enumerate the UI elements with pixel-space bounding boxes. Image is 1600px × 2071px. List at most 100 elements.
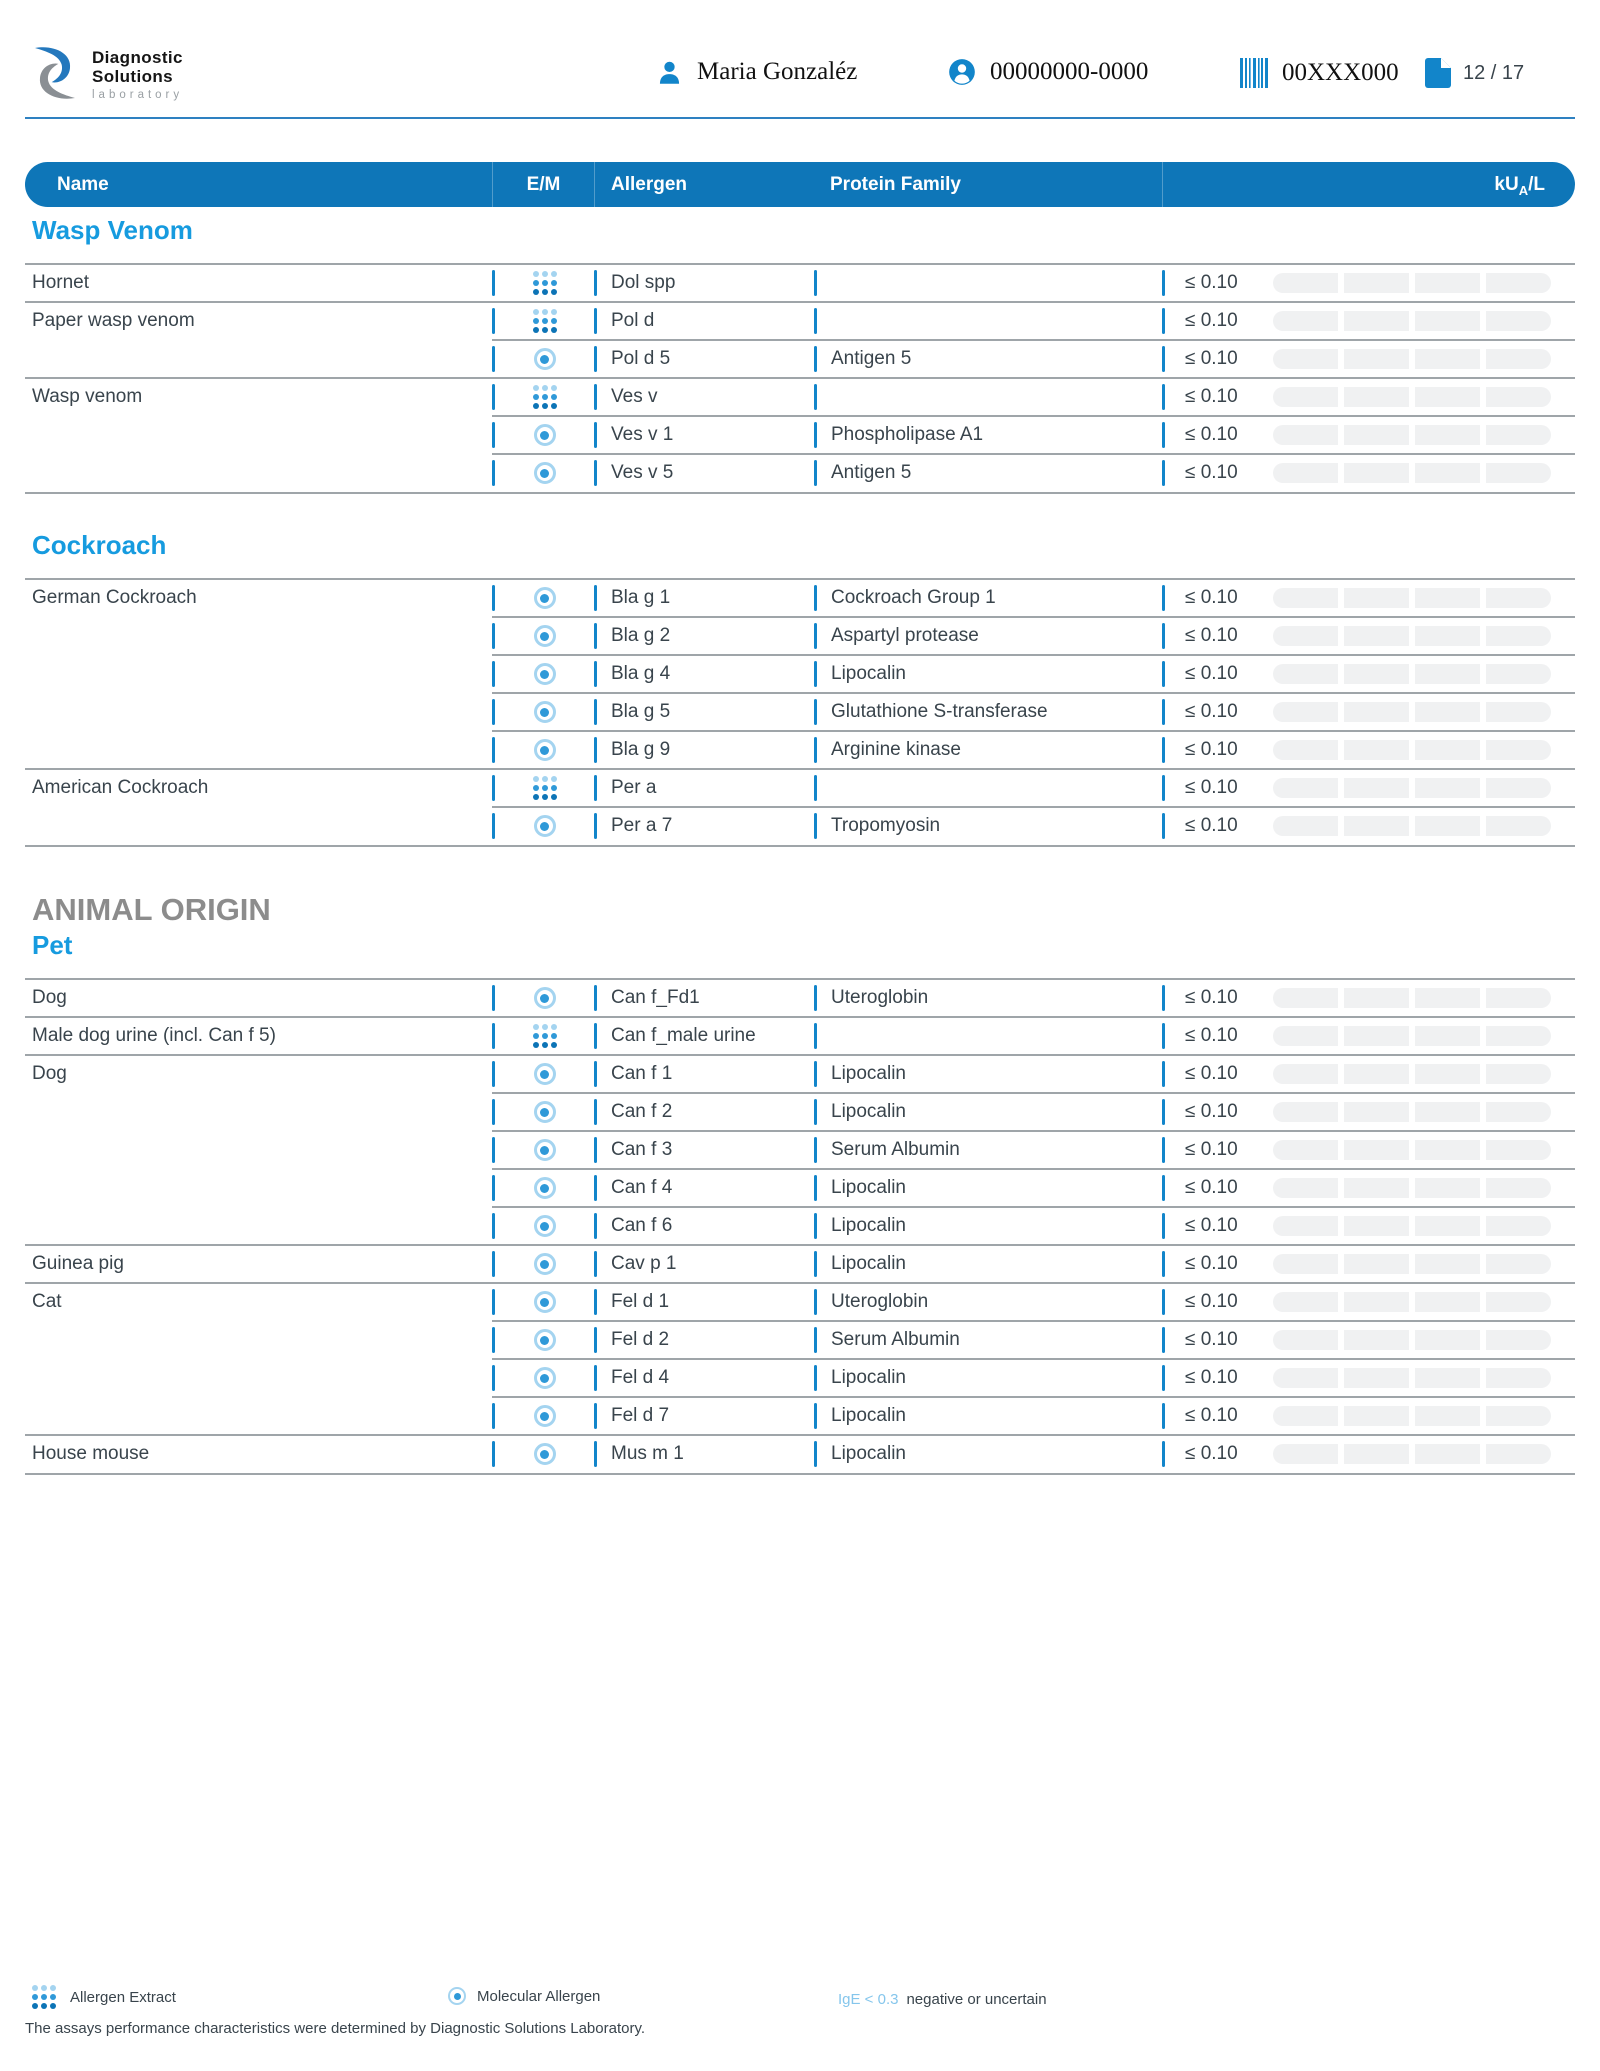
allergen-table: Hornet Dol spp ≤ 0.10 <box>25 263 1575 494</box>
gauge-segment <box>1415 1178 1480 1198</box>
em-cell <box>492 264 594 302</box>
gauge-segment <box>1344 988 1409 1008</box>
column-divider <box>594 346 597 372</box>
logo-swirl-icon <box>35 47 75 99</box>
column-divider <box>594 1403 597 1429</box>
em-cell <box>492 1359 594 1397</box>
result-value: ≤ 0.10 <box>1185 310 1238 331</box>
em-cell <box>492 340 594 378</box>
result-gauge <box>1273 740 1551 760</box>
protein-family: Lipocalin <box>831 1177 906 1198</box>
gauge-segment <box>1486 349 1551 369</box>
gauge-segment <box>1344 1368 1409 1388</box>
row-divider <box>492 339 1575 341</box>
column-divider <box>1162 422 1165 448</box>
gauge-segment <box>1415 1254 1480 1274</box>
column-divider <box>814 1441 817 1467</box>
column-divider <box>492 1327 495 1353</box>
row-name: Dog <box>32 987 67 1008</box>
gauge-segment <box>1344 349 1409 369</box>
column-divider <box>814 1251 817 1277</box>
em-cell <box>492 1397 594 1435</box>
em-cell <box>492 693 594 731</box>
gauge-segment <box>1486 1330 1551 1350</box>
gauge-segment <box>1486 816 1551 836</box>
column-divider <box>492 384 495 410</box>
column-divider <box>814 346 817 372</box>
barcode-icon <box>1240 58 1268 88</box>
table-row: Dog Can f_Fd1 Uteroglobin ≤ 0.10 <box>25 978 1575 1017</box>
result-gauge <box>1273 1444 1551 1464</box>
result-value: ≤ 0.10 <box>1185 1367 1238 1388</box>
row-divider <box>492 1130 1575 1132</box>
row-name: House mouse <box>32 1443 150 1464</box>
assay-footnote: The assays performance characteristics w… <box>25 2020 646 2037</box>
column-divider <box>1162 585 1165 611</box>
result-gauge <box>1273 1216 1551 1236</box>
protein-family: Arginine kinase <box>831 739 961 760</box>
gauge-segment <box>1486 1064 1551 1084</box>
gauge-segment <box>1273 463 1338 483</box>
column-divider <box>814 1327 817 1353</box>
column-divider <box>492 1289 495 1315</box>
column-header-protein-family: Protein Family <box>830 173 961 195</box>
protein-family: Tropomyosin <box>831 815 941 836</box>
em-cell <box>492 1245 594 1283</box>
result-gauge <box>1273 273 1551 293</box>
protein-family: Lipocalin <box>831 1367 906 1388</box>
row-divider <box>492 692 1575 694</box>
gauge-segment <box>1415 1102 1480 1122</box>
table-row: Bla g 2 Aspartyl protease ≤ 0.10 <box>25 616 1575 655</box>
result-gauge <box>1273 425 1551 445</box>
row-divider <box>492 1206 1575 1208</box>
em-cell <box>492 1169 594 1207</box>
table-row: Can f 6 Lipocalin ≤ 0.10 <box>25 1206 1575 1245</box>
allergen-code: Bla g 2 <box>611 625 671 646</box>
column-divider <box>1162 1061 1165 1087</box>
row-divider <box>492 415 1575 417</box>
result-gauge <box>1273 1330 1551 1350</box>
molecular-allergen-icon <box>533 424 556 446</box>
result-value: ≤ 0.10 <box>1185 777 1238 798</box>
column-divider <box>814 699 817 725</box>
gauge-segment <box>1415 740 1480 760</box>
table-row: Wasp venom Ves v ≤ 0.10 <box>25 377 1575 416</box>
em-cell <box>492 1283 594 1321</box>
column-divider <box>814 775 817 801</box>
column-divider <box>594 737 597 763</box>
ige-threshold: IgE < 0.3 <box>838 1991 899 2008</box>
result-gauge <box>1273 664 1551 684</box>
gauge-segment <box>1415 273 1480 293</box>
column-divider <box>1162 661 1165 687</box>
row-divider <box>25 301 1575 303</box>
column-divider <box>1162 1251 1165 1277</box>
gauge-segment <box>1273 349 1338 369</box>
table-row: Cat Fel d 1 Uteroglobin ≤ 0.10 <box>25 1282 1575 1321</box>
column-divider <box>594 1327 597 1353</box>
allergen-extract-icon <box>532 385 557 409</box>
gauge-segment <box>1486 273 1551 293</box>
table-row: Per a 7 Tropomyosin ≤ 0.10 <box>25 806 1575 845</box>
gauge-segment <box>1415 349 1480 369</box>
result-gauge <box>1273 1140 1551 1160</box>
column-divider <box>594 1061 597 1087</box>
column-divider <box>492 1213 495 1239</box>
column-header-em: E/M <box>492 162 594 207</box>
result-value: ≤ 0.10 <box>1185 272 1238 293</box>
column-divider <box>814 1403 817 1429</box>
table-row: Bla g 5 Glutathione S-transferase ≤ 0.10 <box>25 692 1575 731</box>
gauge-segment <box>1344 425 1409 445</box>
table-row: Fel d 7 Lipocalin ≤ 0.10 <box>25 1396 1575 1435</box>
patient-id: 00000000-0000 <box>990 58 1149 85</box>
gauge-segment <box>1415 463 1480 483</box>
column-divider <box>814 585 817 611</box>
em-cell <box>492 617 594 655</box>
gauge-segment <box>1486 311 1551 331</box>
legend-molecular-item: Molecular Allergen <box>448 1987 600 2005</box>
result-gauge <box>1273 1064 1551 1084</box>
column-divider <box>1162 623 1165 649</box>
column-divider <box>594 1137 597 1163</box>
column-divider <box>814 270 817 296</box>
gauge-segment <box>1415 1292 1480 1312</box>
row-divider <box>25 1434 1575 1436</box>
